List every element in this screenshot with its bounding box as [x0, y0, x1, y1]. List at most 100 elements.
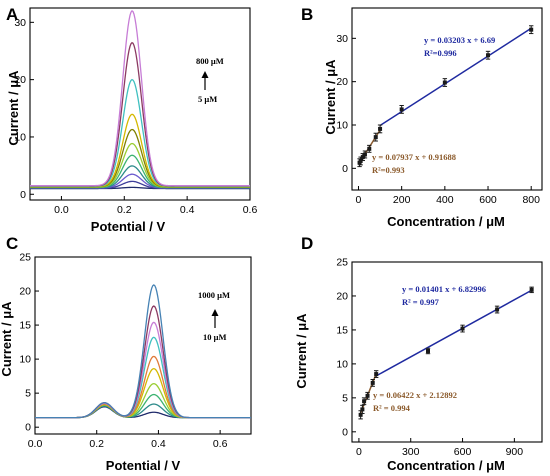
data-point	[442, 80, 447, 85]
plot-frame	[34, 256, 252, 435]
x-tick-label: 0.6	[213, 438, 228, 450]
y-tick-label: 0	[25, 422, 31, 434]
data-point	[378, 126, 383, 131]
y-tick-label: 20	[336, 76, 348, 88]
panel-letter: B	[301, 5, 313, 24]
data-point	[367, 146, 372, 151]
voltammogram-curve-4	[30, 165, 250, 189]
fit-equation-high: y = 0.03203 x + 6.69	[424, 35, 495, 45]
fit-equation-high: y = 0.01401 x + 6.82996	[402, 284, 486, 294]
panel-letter: A	[6, 5, 18, 24]
data-point	[360, 155, 365, 160]
panel-letter: C	[6, 234, 18, 253]
x-tick-label: 300	[402, 446, 420, 458]
increase-arrow-icon	[201, 71, 209, 90]
y-tick-label: 15	[336, 324, 348, 336]
y-axis-title: Current / μA	[6, 70, 21, 146]
voltammogram-curve-8	[30, 113, 250, 188]
y-tick-label: 5	[25, 388, 31, 400]
x-tick-label: 0	[356, 446, 362, 458]
x-tick-label: 0.2	[89, 438, 104, 450]
plot-frame	[29, 7, 251, 201]
voltammogram-curve-1	[35, 406, 251, 419]
data-point	[495, 307, 500, 312]
x-axis-title: Potential / V	[91, 219, 166, 234]
x-tick-label: 0.4	[151, 438, 166, 450]
plot-frame	[351, 261, 543, 443]
x-axis-title: Concentration / μM	[387, 458, 505, 473]
data-point	[362, 152, 367, 157]
plot-contents	[358, 286, 534, 420]
fit-equation-low: y = 0.06422 x + 2.12892	[373, 390, 457, 400]
annotation-top-label: 1000 μM	[198, 290, 230, 300]
x-tick-label: 800	[522, 194, 540, 206]
plot-area: 0.0 0.2 0.4 0.6 0 10 20 30	[14, 7, 257, 216]
fit-equation-low: y = 0.07937 x + 0.91688	[372, 152, 456, 162]
y-tick-label: 30	[336, 33, 348, 45]
fit-line-1	[359, 373, 377, 414]
x-tick-label: 400	[436, 194, 454, 206]
data-point	[365, 393, 370, 398]
x-tick-label: 200	[393, 194, 411, 206]
y-axis-title: Current / μA	[294, 313, 309, 389]
plot-contents	[357, 25, 534, 168]
y-tick-label: 25	[19, 252, 31, 264]
voltammogram-curve-10	[35, 284, 251, 419]
annotation-bottom-label: 10 μM	[203, 332, 226, 342]
data-point	[373, 135, 378, 140]
y-axis-title: Current / μA	[323, 59, 338, 135]
x-tick-label: 0.2	[117, 204, 132, 216]
panel-a-voltammogram-chart: A 0.0 0.2 0.4 0.6 0 10 20 30 Potential / V Curr…	[6, 5, 257, 234]
fit-line-2	[375, 289, 532, 377]
y-tick-label: 10	[336, 120, 348, 132]
x-axis-title: Potential / V	[106, 458, 181, 473]
data-point	[374, 372, 379, 377]
x-tick-label: 0	[356, 194, 362, 206]
y-tick-label: 25	[336, 257, 348, 269]
data-point	[529, 287, 534, 292]
annotation-bottom-label: 5 μM	[198, 94, 217, 104]
increase-arrow-icon	[211, 309, 219, 328]
y-tick-label: 20	[336, 290, 348, 302]
fit-r2-low: R²=0.993	[372, 165, 405, 175]
annotation-top-label: 800 μM	[196, 56, 224, 66]
x-tick-label: 600	[454, 446, 472, 458]
y-tick-label: 5	[342, 392, 348, 404]
plot-area: 0 300 600 900 0 5 10 15 20 25	[336, 257, 543, 458]
data-point	[360, 407, 365, 412]
panel-c-voltammogram-chart: C 0.0 0.2 0.4 0.6 0 5 10 15 20 25 Potential / V C…	[0, 234, 252, 473]
panel-d-calibration-chart: D 0 300 600 900 0 5 10 15 20 25 Concentration / μ…	[294, 234, 543, 473]
voltammogram-curve-3	[35, 393, 251, 419]
fit-line-2	[379, 27, 532, 127]
y-tick-label: 0	[342, 426, 348, 438]
y-tick-label: 0	[20, 189, 26, 201]
fit-r2-low: R² = 0.994	[373, 403, 411, 413]
y-tick-label: 30	[14, 17, 26, 29]
data-point	[426, 348, 430, 353]
x-tick-label: 900	[506, 446, 524, 458]
plot-contents	[35, 284, 251, 419]
data-point	[529, 27, 534, 32]
y-tick-label: 0	[342, 163, 348, 175]
data-point	[486, 53, 491, 58]
data-point	[362, 399, 367, 404]
y-tick-label: 20	[19, 286, 31, 298]
y-tick-label: 10	[14, 131, 26, 143]
fit-r2-high: R²=0.996	[424, 48, 457, 58]
x-tick-label: 0.0	[54, 204, 69, 216]
x-tick-label: 600	[479, 194, 497, 206]
data-point	[358, 412, 363, 417]
x-tick-label: 0.4	[180, 204, 195, 216]
y-tick-label: 10	[19, 354, 31, 366]
y-axis-title: Current / μA	[0, 301, 14, 377]
panel-b-calibration-chart: B 0 200 400 600 800 0 10 20 30 Concentration / μ…	[301, 5, 543, 229]
data-point	[460, 326, 465, 331]
y-tick-label: 10	[336, 358, 348, 370]
plot-frame	[351, 7, 543, 191]
plot-contents	[30, 10, 250, 190]
y-tick-label: 15	[19, 320, 31, 332]
fit-r2-high: R² = 0.997	[402, 297, 440, 307]
plot-area: 0 200 400 600 800 0 10 20 30	[336, 7, 543, 206]
voltammogram-curve-11	[30, 10, 250, 187]
